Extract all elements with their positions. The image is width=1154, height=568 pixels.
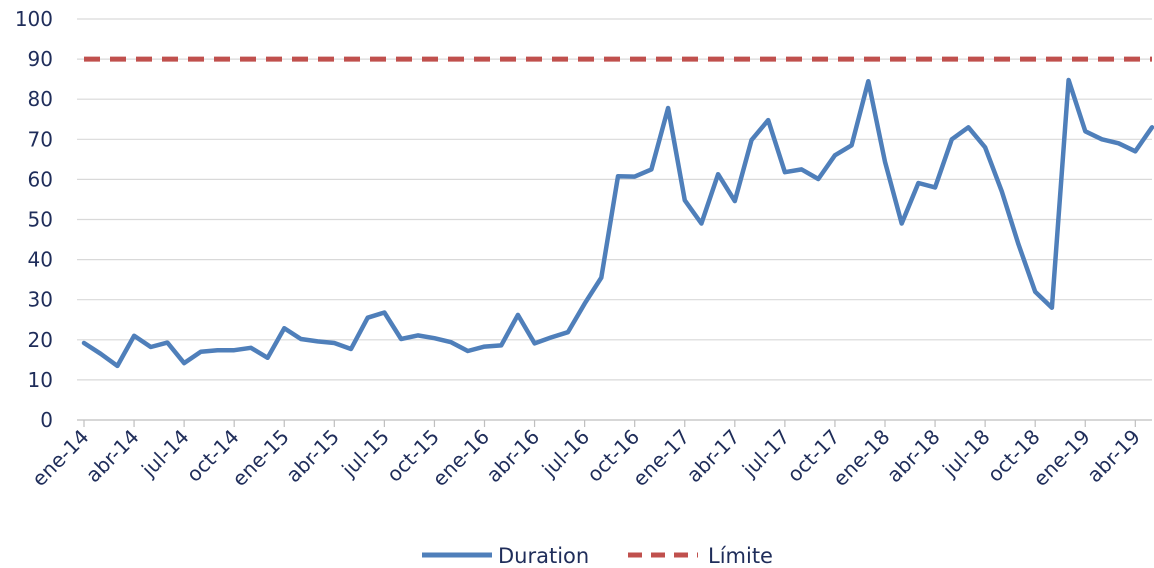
x-tick-label-ene-19: ene-19 [1028,425,1094,491]
x-tick-label-abr-16: abr-16 [481,425,544,488]
x-tick-label-abr-15: abr-15 [281,425,344,488]
y-tick-label-20: 20 [28,328,53,352]
series-line-duration [81,77,1154,369]
y-tick-label-100: 100 [15,7,53,31]
axes [77,419,1152,427]
y-tick-label-10: 10 [28,368,53,392]
series-lines [81,56,1154,369]
x-tick-label-abr-14: abr-14 [81,425,144,488]
y-tick-label-60: 60 [28,167,53,191]
x-tick-label-ene-14: ene-14 [27,425,93,491]
x-tick-label-abr-19: abr-19 [1082,425,1145,488]
y-tick-label-80: 80 [28,87,53,111]
y-tick-labels: 0 10 20 30 40 50 60 70 80 90 100 [15,7,53,432]
legend: Duration Límite [422,544,773,568]
x-tick-label-abr-17: abr-17 [682,425,745,488]
x-tick-label-ene-18: ene-18 [828,425,894,491]
x-tick-label-ene-15: ene-15 [227,425,293,491]
x-tick-label-abr-18: abr-18 [882,425,945,488]
legend-label-limite: Límite [708,544,773,568]
y-tick-label-70: 70 [28,127,53,151]
y-tick-label-40: 40 [28,248,53,272]
y-tick-label-30: 30 [28,288,53,312]
legend-label-duration: Duration [498,544,589,568]
y-tick-label-90: 90 [28,47,53,71]
x-tick-label-ene-17: ene-17 [628,425,694,491]
x-tick-label-ene-16: ene-16 [428,425,494,491]
y-tick-label-0: 0 [40,408,53,432]
x-tick-labels: ene-14abr-14jul-14oct-14ene-15abr-15jul-… [27,425,1145,491]
y-tick-label-50: 50 [28,208,53,232]
